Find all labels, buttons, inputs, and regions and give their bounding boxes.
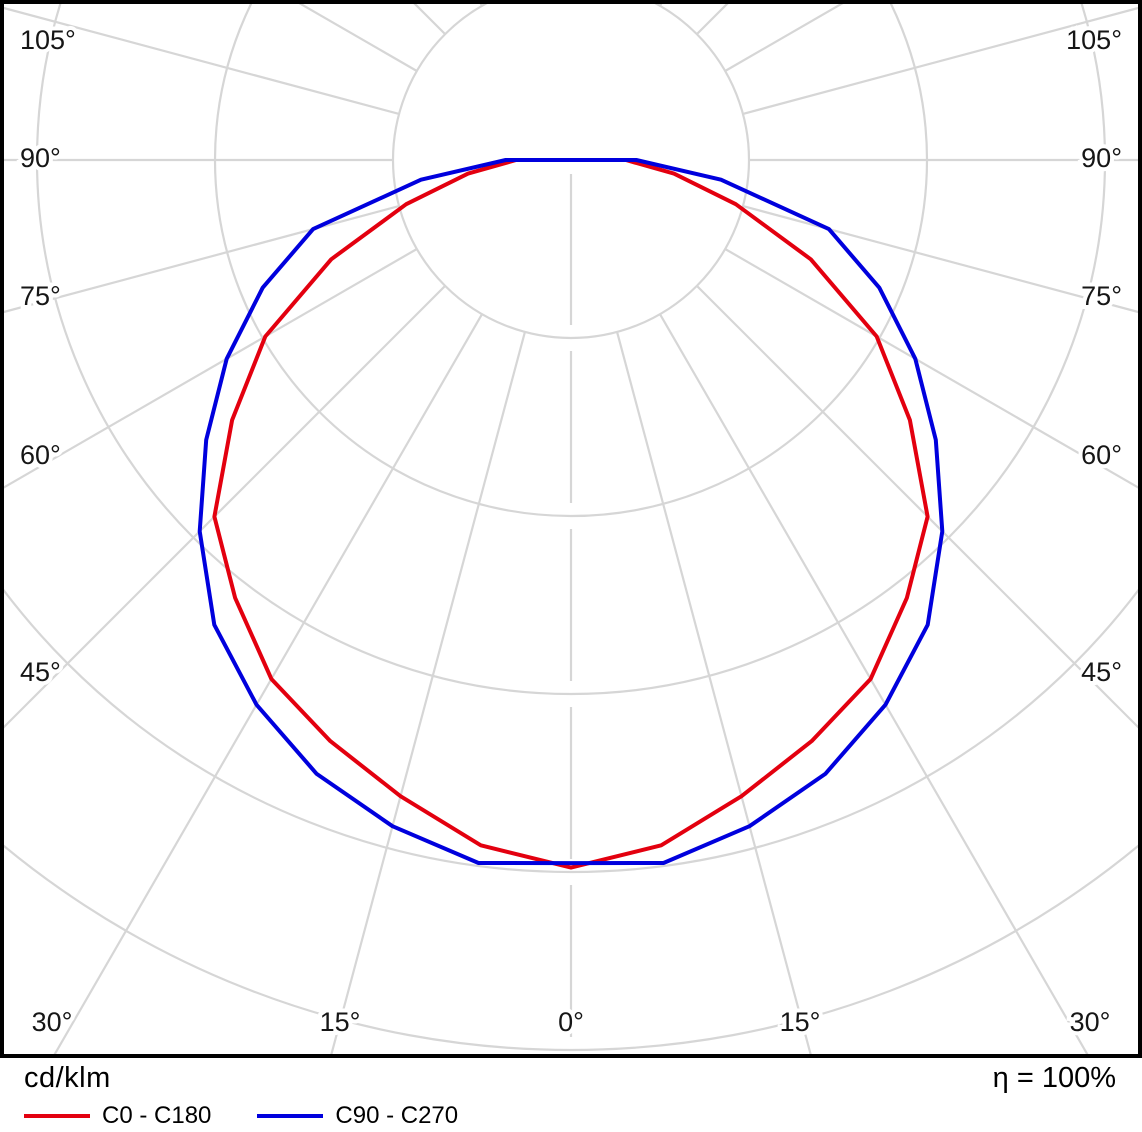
grid-ray xyxy=(52,313,483,1056)
legend-label-c0-c180: C0 - C180 xyxy=(102,1102,212,1129)
angle-label: 0° xyxy=(558,1007,584,1037)
legend-item-c90-c270: C90 - C270 xyxy=(257,1102,458,1130)
efficiency-label: η = 100% xyxy=(992,1062,1116,1094)
angle-label: 75° xyxy=(20,281,61,311)
angle-label: 60° xyxy=(1081,440,1122,470)
angle-label: 15° xyxy=(320,1007,361,1037)
grid-ray xyxy=(616,331,813,1056)
grid-ring xyxy=(4,588,1138,873)
intensity-curves xyxy=(197,158,945,870)
grid-ray xyxy=(4,6,400,115)
legend: C0 - C180 C90 - C270 xyxy=(24,1102,458,1130)
grid-ring xyxy=(4,844,1138,1051)
angle-label: 45° xyxy=(1081,657,1122,687)
angle-label: 90° xyxy=(20,143,61,173)
angle-label: 30° xyxy=(1070,1007,1111,1037)
grid-ray xyxy=(724,248,1138,489)
legend-line-red xyxy=(24,1114,90,1118)
legend-line-blue xyxy=(257,1114,324,1118)
grid-ray xyxy=(4,205,400,314)
grid-ray xyxy=(742,6,1138,115)
angle-label: 75° xyxy=(1081,281,1122,311)
angle-label: 105° xyxy=(20,25,76,55)
angle-label: 45° xyxy=(20,657,61,687)
angle-labels: 105° 90° 75° 60° 45° 105° 90° 75° 60° 45° 30° 15° 0°… xyxy=(16,21,1126,1041)
chart-footer: cd/klm η = 100% C0 - C180 C90 - C270 xyxy=(0,1060,1142,1132)
legend-label-c90-c270: C90 - C270 xyxy=(335,1102,459,1129)
grid-ray xyxy=(4,248,418,489)
angle-label: 105° xyxy=(1066,25,1122,55)
angle-label: 15° xyxy=(780,1007,821,1037)
plot-border xyxy=(0,0,1142,1058)
angle-label: 90° xyxy=(1081,143,1122,173)
grid-ray xyxy=(4,285,446,729)
legend-item-c0-c180: C0 - C180 xyxy=(24,1102,211,1130)
polar-grid xyxy=(4,4,1138,1056)
curve-c90-c270 xyxy=(197,158,945,866)
polar-chart-svg: 105° 90° 75° 60° 45° 105° 90° 75° 60° 45° 30° 15° 0°… xyxy=(0,0,1142,1058)
angle-label: 60° xyxy=(20,440,61,470)
grid-ray xyxy=(659,313,1090,1056)
grid-ray xyxy=(742,205,1138,314)
grid-ray xyxy=(329,331,526,1056)
unit-label: cd/klm xyxy=(24,1062,111,1094)
footer-top-row: cd/klm η = 100% xyxy=(24,1062,1116,1095)
grid-ray xyxy=(696,285,1138,729)
curve-c0-c180 xyxy=(212,158,930,870)
polar-plot-area: 105° 90° 75° 60° 45° 105° 90° 75° 60° 45° 30° 15° 0°… xyxy=(0,0,1142,1060)
angle-label: 30° xyxy=(32,1007,73,1037)
